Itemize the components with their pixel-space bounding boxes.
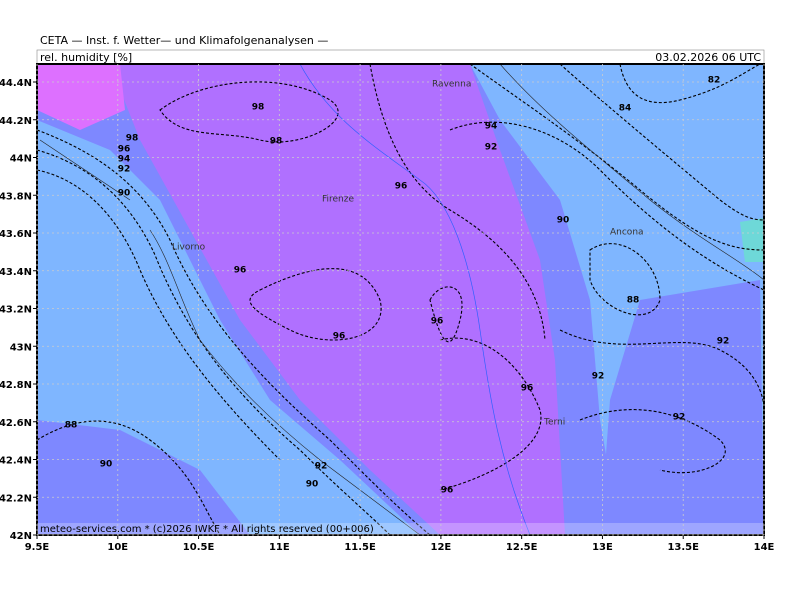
place-label: Ancona — [610, 228, 644, 238]
contour — [439, 337, 542, 491]
contour — [469, 64, 764, 251]
contour — [369, 64, 546, 341]
contour-label: 92 — [592, 372, 605, 382]
contour — [589, 243, 661, 316]
contour-label: 96 — [333, 332, 346, 342]
contour-label: 98 — [126, 134, 139, 144]
contour — [37, 129, 431, 535]
lon-tick-label: 13E — [592, 542, 613, 553]
contour-label: 98 — [270, 137, 283, 147]
contour — [37, 149, 391, 535]
lon-tick-label: 9.5E — [25, 542, 50, 553]
place-label: Livorno — [172, 243, 206, 253]
lon-tick-label: 11.5E — [344, 542, 376, 553]
contour-label: 96 — [395, 182, 408, 192]
parameter-title: rel. humidity [%] — [40, 51, 132, 64]
lat-tick-label: 42.4N — [0, 456, 32, 467]
river — [299, 64, 531, 535]
contour — [559, 64, 764, 221]
contour-label: 88 — [627, 296, 640, 306]
lat-tick-label: 42N — [10, 531, 32, 542]
contour-label: 98 — [252, 103, 265, 113]
contour-label: 92 — [717, 337, 730, 347]
lat-tick-label: 44.4N — [0, 78, 32, 89]
contour — [159, 81, 339, 143]
lat-tick-label: 42.2N — [0, 493, 32, 504]
field — [37, 64, 764, 535]
contour-label: 96 — [118, 145, 131, 155]
field-magenta — [37, 64, 125, 130]
field-cyan — [740, 218, 764, 262]
institute-title: CETA — Inst. f. Wetter— und Klimafolgena… — [40, 34, 328, 47]
field-band — [600, 280, 764, 535]
contour-label: 96 — [234, 266, 247, 276]
coastline — [39, 139, 421, 535]
lat-tick-label: 43.2N — [0, 305, 32, 316]
lon-tick-label: 11E — [269, 542, 290, 553]
lat-tick-label: 43.4N — [0, 267, 32, 278]
contour-label: 94 — [485, 122, 498, 132]
copyright: meteo-services.com * (c)2026 IWKF * All … — [40, 524, 374, 535]
lon-tick-label: 13.5E — [667, 542, 699, 553]
contour-label: 96 — [431, 317, 444, 327]
contour-label: 92 — [673, 413, 686, 423]
contour — [37, 420, 221, 535]
place-label: Ravenna — [432, 80, 471, 90]
place-label: Terni — [543, 418, 565, 428]
footer-bar — [37, 523, 764, 535]
contour-label: 96 — [441, 486, 454, 496]
field-band — [37, 420, 250, 535]
contour-label: 90 — [306, 480, 319, 490]
contour-label: 84 — [619, 104, 632, 114]
contour-label: 94 — [118, 155, 131, 165]
contour-label: 88 — [65, 421, 78, 431]
contour — [249, 268, 382, 341]
place-label: Firenze — [322, 195, 354, 205]
contour-label: 96 — [521, 384, 534, 394]
contour-label: 90 — [557, 216, 570, 226]
field-purple — [110, 64, 565, 535]
contour-label: 92 — [118, 165, 131, 175]
contour-label: 92 — [485, 143, 498, 153]
contour — [429, 286, 463, 343]
contour-label: 92 — [315, 462, 328, 472]
contour-label: 90 — [118, 189, 131, 199]
lat-tick-label: 43N — [10, 342, 32, 353]
contour — [37, 169, 281, 461]
contour-label: 82 — [708, 76, 721, 86]
lon-tick-label: 14E — [754, 542, 775, 553]
lon-tick-label: 12E — [431, 542, 452, 553]
contour — [619, 64, 761, 104]
contour — [449, 121, 764, 291]
contour — [579, 409, 726, 474]
lon-tick-label: 12.5E — [506, 542, 538, 553]
valid-time: 03.02.2026 06 UTC — [655, 51, 761, 64]
lat-tick-label: 44N — [10, 154, 32, 165]
contour-label: 90 — [100, 460, 113, 470]
lat-tick-label: 42.6N — [0, 418, 32, 429]
lat-tick-label: 43.6N — [0, 229, 32, 240]
lat-tick-label: 44.2N — [0, 116, 32, 127]
lon-tick-label: 10.5E — [183, 542, 215, 553]
lat-tick-label: 43.8N — [0, 191, 32, 202]
lat-tick-label: 42.8N — [0, 380, 32, 391]
lon-tick-label: 10E — [107, 542, 128, 553]
